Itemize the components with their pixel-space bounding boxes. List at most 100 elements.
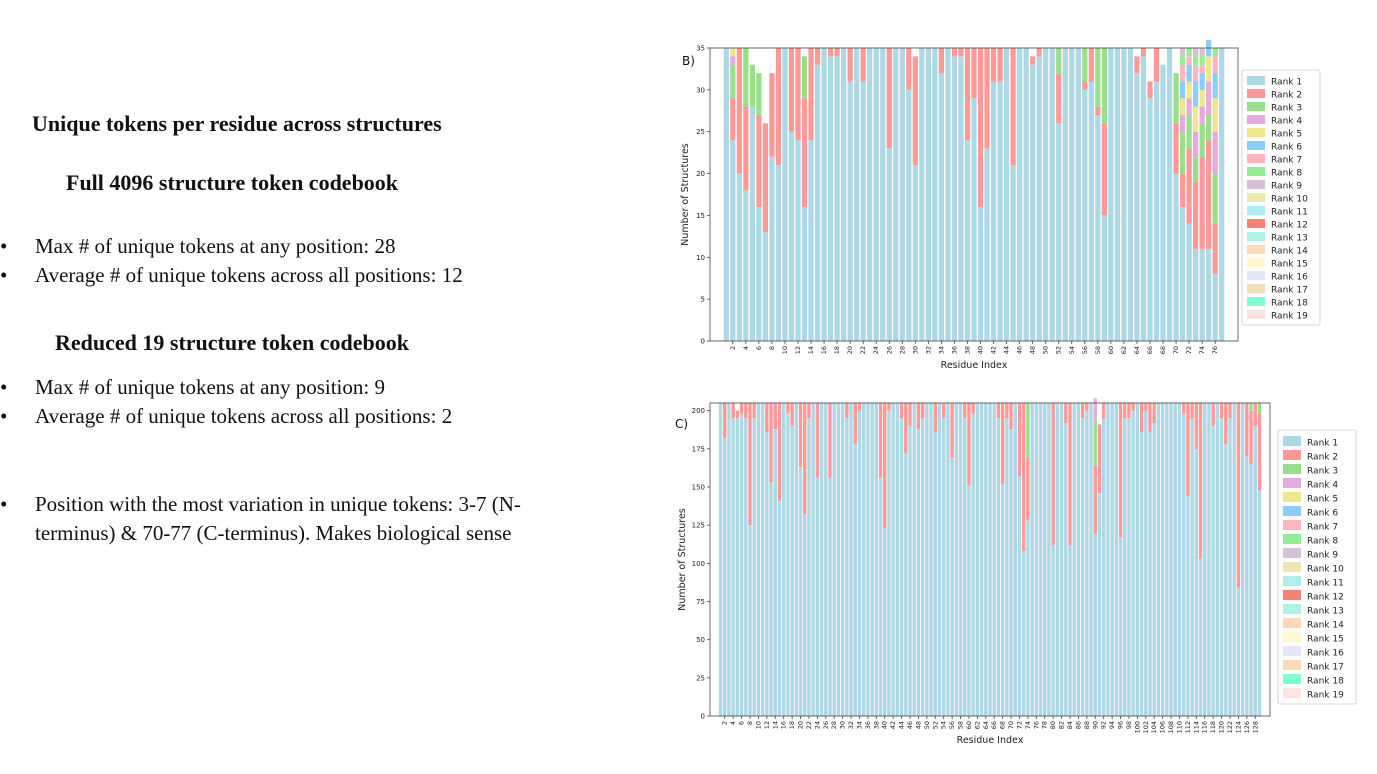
bar-segment <box>1173 123 1179 174</box>
bar-segment <box>878 477 883 716</box>
bar-segment <box>1228 418 1232 716</box>
bar-segment <box>731 403 735 419</box>
bar-segment <box>730 48 736 57</box>
x-tick-label: 68 <box>1159 346 1167 354</box>
bar-segment <box>1173 403 1177 716</box>
legend-entry: Rank 4 <box>1271 117 1302 127</box>
bar-segment <box>1186 223 1192 341</box>
legend-swatch <box>1283 618 1301 628</box>
bar-segment <box>891 403 895 716</box>
bar-segment <box>912 56 918 166</box>
bar-segment <box>1026 457 1030 521</box>
legend-swatch <box>1247 128 1265 137</box>
bar-segment <box>1179 48 1186 57</box>
bar-segment <box>1043 403 1047 716</box>
bar-segment <box>795 140 801 341</box>
y-tick-label: 15 <box>696 212 705 220</box>
bar-segment <box>1082 48 1088 82</box>
x-tick-label: 88 <box>1083 721 1091 729</box>
bar-segment <box>743 106 749 191</box>
bar-segment <box>840 403 845 716</box>
x-tick-label: 28 <box>898 346 906 354</box>
bar-segment <box>756 403 761 716</box>
bar-segment <box>906 48 912 90</box>
x-tick-label: 52 <box>1055 346 1063 354</box>
list-item: • Max # of unique tokens at any position:… <box>0 373 620 402</box>
bar-segment <box>942 403 946 419</box>
bar-segment <box>932 48 938 341</box>
bar-segment <box>857 403 862 411</box>
bar-segment <box>1253 425 1257 716</box>
bar-segment <box>1211 425 1215 716</box>
x-tick-label: 26 <box>822 721 830 729</box>
bar-segment <box>929 403 933 716</box>
bar-segment <box>1093 534 1097 716</box>
legend-swatch <box>1247 245 1265 254</box>
bar-segment <box>762 232 769 341</box>
bar-segment <box>748 403 752 526</box>
bar-segment <box>752 418 756 716</box>
y-tick-label: 25 <box>696 128 705 136</box>
bar-segment <box>1219 403 1224 419</box>
bar-segment <box>765 403 769 433</box>
bar-segment <box>807 403 811 419</box>
x-tick-label: 62 <box>973 721 981 729</box>
legend: Rank 1 Rank 2 Rank 3 Rank 4 Rank 5 Rank 6 Rank… <box>1277 429 1357 705</box>
legend-entry: Rank 1 <box>1271 78 1302 88</box>
legend-swatch <box>1247 89 1265 98</box>
legend-swatch <box>1283 688 1301 698</box>
legend-entry: Rank 15 <box>1307 635 1344 645</box>
bar-segment <box>1249 410 1253 465</box>
bar-segment <box>954 403 958 716</box>
bar-segment <box>933 403 937 433</box>
chart-b: 0 5 10 15 20 25 30 35 2 4 6 8 10 12 14 16 18 20 22 24 26 28 30… <box>670 6 1325 375</box>
bar-segment <box>967 485 971 716</box>
bar-segment <box>967 403 971 486</box>
bar-segment <box>1179 114 1186 132</box>
bar-segment <box>1206 114 1212 141</box>
bar-segment <box>801 207 808 341</box>
bar-segment <box>1249 403 1253 411</box>
bar-segment <box>1232 403 1236 716</box>
x-tick-label: 10 <box>754 721 762 729</box>
bar-segment <box>1186 496 1190 716</box>
x-tick-label: 62 <box>1120 346 1128 354</box>
bar-segment <box>1026 520 1030 716</box>
bar-segment <box>1193 48 1199 57</box>
legend-swatch <box>1247 284 1265 293</box>
bar-segment <box>1147 98 1153 341</box>
bar-segment <box>786 413 790 716</box>
legend-swatch <box>1283 632 1301 642</box>
bar-segment <box>814 48 821 65</box>
x-tick-label: 108 <box>1167 721 1175 733</box>
bar-segment <box>853 403 857 445</box>
bar-segment <box>1203 403 1207 716</box>
bar-segment <box>735 418 740 716</box>
x-tick-label: 12 <box>763 721 771 729</box>
bullet-dot: • <box>0 234 8 258</box>
bar-segment <box>1156 403 1161 716</box>
bar-segment <box>834 56 840 341</box>
bar-segment <box>975 403 980 716</box>
bar-segment <box>1179 207 1186 341</box>
x-tick-label: 66 <box>1146 346 1154 354</box>
bar-segment <box>1186 403 1190 497</box>
bar-segment <box>971 98 977 341</box>
bullet-dot: • <box>0 375 8 399</box>
bar-segment <box>1186 148 1192 224</box>
bar-segment <box>1186 48 1192 57</box>
x-tick-label: 22 <box>805 721 813 729</box>
legend-entry: Rank 8 <box>1307 537 1338 547</box>
bar-segment <box>867 48 873 341</box>
bar-segment <box>1199 56 1205 65</box>
x-tick-label: 56 <box>1081 346 1089 354</box>
bar-segment <box>1139 403 1144 433</box>
bar-segment <box>727 403 731 716</box>
bar-segment <box>1140 48 1147 57</box>
legend-entry: Rank 15 <box>1271 260 1308 270</box>
bar-segment <box>857 410 862 716</box>
bar-segment <box>1075 48 1081 341</box>
bar-segment <box>814 64 821 341</box>
bar-segment <box>765 432 769 716</box>
x-tick-label: 102 <box>1142 721 1150 733</box>
